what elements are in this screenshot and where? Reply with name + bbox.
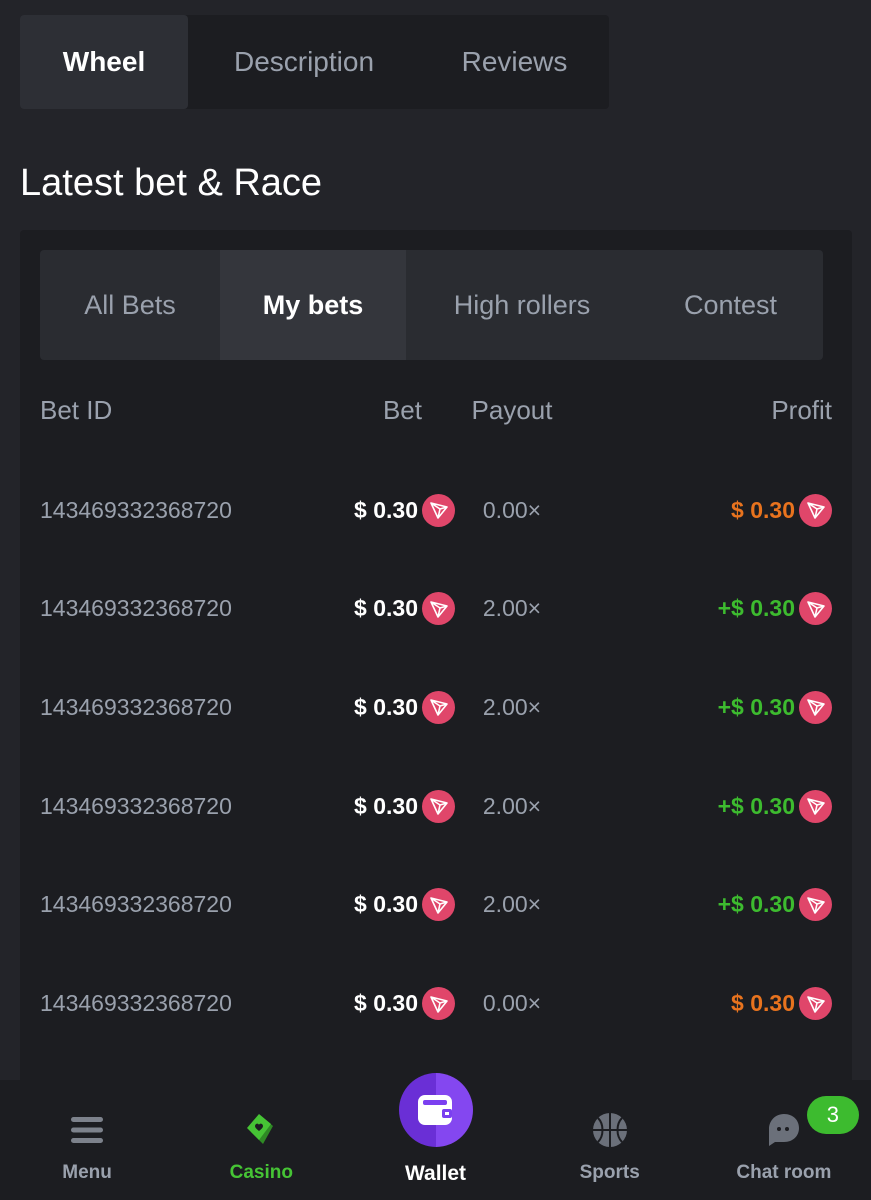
tron-icon bbox=[422, 987, 455, 1020]
table-row[interactable]: 143469332368720 $ 0.30 2.00× +$ 0.30 bbox=[40, 786, 832, 826]
table-row[interactable]: 143469332368720 $ 0.30 2.00× +$ 0.30 bbox=[40, 687, 832, 727]
table-row[interactable]: 143469332368720 $ 0.30 2.00× +$ 0.30 bbox=[40, 589, 832, 629]
tab-contest[interactable]: Contest bbox=[683, 289, 778, 320]
nav-chat-label: Chat room bbox=[736, 1162, 832, 1183]
tab-high-rollers[interactable]: High rollers bbox=[453, 289, 591, 320]
wallet-icon bbox=[398, 1073, 473, 1147]
payout: 2.00× bbox=[482, 693, 542, 720]
nav-menu-label: Menu bbox=[62, 1162, 112, 1183]
table-row[interactable]: 143469332368720 $ 0.30 0.00× $ 0.30 bbox=[40, 490, 832, 530]
profit: $ 0.30 bbox=[731, 490, 832, 530]
payout: 0.00× bbox=[482, 496, 542, 523]
tron-icon bbox=[799, 987, 832, 1020]
hamburger-icon bbox=[71, 1110, 104, 1150]
bet-value: $ 0.30 bbox=[354, 891, 418, 918]
cards-icon bbox=[243, 1110, 279, 1150]
profit-value: +$ 0.30 bbox=[717, 891, 795, 918]
tron-icon bbox=[422, 888, 455, 922]
bet-amount: $ 0.30 bbox=[354, 490, 455, 530]
nav-casino[interactable]: Casino bbox=[174, 1080, 348, 1200]
table-header: Bet ID Bet Payout Profit bbox=[40, 390, 832, 430]
tab-wheel[interactable]: Wheel bbox=[20, 15, 188, 109]
bet-value: $ 0.30 bbox=[354, 595, 418, 622]
profit-value: +$ 0.30 bbox=[717, 595, 795, 622]
tab-all-bets[interactable]: All Bets bbox=[84, 289, 176, 320]
tron-icon bbox=[799, 888, 832, 922]
header-bet: Bet bbox=[382, 394, 422, 425]
bet-value: $ 0.30 bbox=[354, 792, 418, 819]
profit: +$ 0.30 bbox=[718, 786, 832, 826]
tab-description[interactable]: Description bbox=[233, 46, 375, 77]
profit: +$ 0.30 bbox=[718, 885, 832, 925]
nav-sports[interactable]: Sports bbox=[523, 1080, 697, 1200]
tab-reviews[interactable]: Reviews bbox=[461, 46, 568, 77]
bet-id: 143469332368720 bbox=[40, 990, 232, 1016]
profit-value: +$ 0.30 bbox=[717, 693, 795, 720]
bet-value: $ 0.30 bbox=[354, 693, 418, 720]
profit-value: $ 0.30 bbox=[731, 496, 795, 523]
bet-id: 143469332368720 bbox=[40, 792, 232, 819]
bottom-nav: Menu Casino Wallet Sports 3 Chat room bbox=[0, 1073, 871, 1200]
header-payout: Payout bbox=[471, 394, 553, 425]
game-tabs: Wheel Description Reviews bbox=[20, 15, 609, 109]
bet-id: 143469332368720 bbox=[40, 891, 232, 918]
nav-casino-label: Casino bbox=[229, 1162, 293, 1183]
nav-sports-label: Sports bbox=[579, 1162, 640, 1183]
tron-icon bbox=[799, 789, 832, 823]
header-profit: Profit bbox=[771, 394, 832, 425]
bet-amount: $ 0.30 bbox=[354, 786, 455, 826]
bets-panel: All Bets My bets High rollers Contest Be… bbox=[20, 230, 852, 1100]
bet-id: 143469332368720 bbox=[40, 693, 232, 720]
bet-value: $ 0.30 bbox=[354, 990, 418, 1016]
nav-menu[interactable]: Menu bbox=[0, 1080, 174, 1200]
payout: 0.00× bbox=[482, 990, 542, 1016]
profit: +$ 0.30 bbox=[718, 589, 832, 629]
bet-amount: $ 0.30 bbox=[354, 589, 455, 629]
table-row[interactable]: 143469332368720 $ 0.30 2.00× +$ 0.30 bbox=[40, 885, 832, 925]
profit-value: $ 0.30 bbox=[731, 990, 795, 1016]
tron-icon bbox=[422, 493, 455, 527]
profit: +$ 0.30 bbox=[718, 687, 832, 727]
profit-value: +$ 0.30 bbox=[717, 792, 795, 819]
bet-amount: $ 0.30 bbox=[354, 687, 455, 727]
bet-amount: $ 0.30 bbox=[354, 885, 455, 925]
chat-unread-badge: 3 bbox=[806, 1096, 859, 1134]
basketball-icon bbox=[592, 1110, 628, 1150]
payout: 2.00× bbox=[482, 792, 542, 819]
payout: 2.00× bbox=[482, 595, 542, 622]
nav-chat[interactable]: 3 Chat room bbox=[697, 1080, 871, 1200]
tron-icon bbox=[799, 592, 832, 626]
tron-icon bbox=[799, 690, 832, 724]
tron-icon bbox=[422, 592, 455, 626]
bet-id: 143469332368720 bbox=[40, 595, 232, 622]
bet-amount: $ 0.30 bbox=[354, 984, 455, 1024]
payout: 2.00× bbox=[482, 891, 542, 918]
bet-tabs: All Bets My bets High rollers Contest bbox=[40, 250, 823, 360]
section-title: Latest bet & Race bbox=[20, 162, 323, 204]
nav-wallet[interactable]: Wallet bbox=[348, 1073, 522, 1200]
tron-icon bbox=[799, 493, 832, 527]
tron-icon bbox=[422, 789, 455, 823]
profit: $ 0.30 bbox=[731, 984, 832, 1024]
tab-my-bets[interactable]: My bets bbox=[220, 250, 406, 360]
tron-icon bbox=[422, 690, 455, 724]
chat-icon bbox=[767, 1110, 801, 1150]
header-bet-id: Bet ID bbox=[40, 394, 113, 425]
bet-id: 143469332368720 bbox=[40, 496, 232, 523]
nav-wallet-label: Wallet bbox=[404, 1162, 467, 1185]
table-row[interactable]: 143469332368720 $ 0.30 0.00× $ 0.30 bbox=[40, 984, 832, 1024]
bet-value: $ 0.30 bbox=[354, 496, 418, 523]
